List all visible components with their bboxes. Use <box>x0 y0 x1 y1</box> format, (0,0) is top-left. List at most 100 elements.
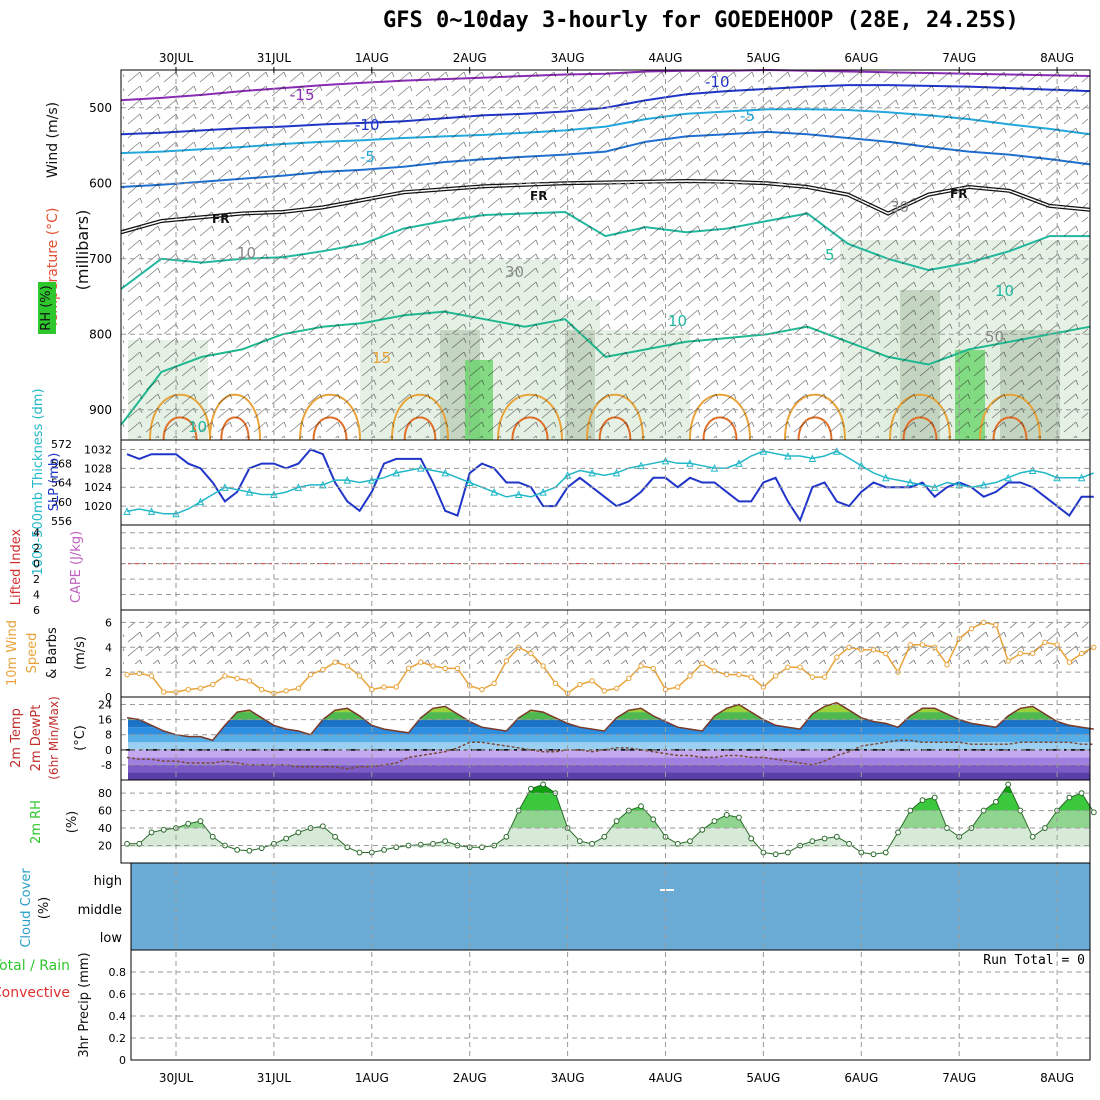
rh-point <box>589 840 595 847</box>
rh-point <box>295 829 302 836</box>
rh-point <box>356 849 363 856</box>
run-total-label: Run Total = 0 <box>983 953 1085 968</box>
contour-label: 30 <box>890 198 909 216</box>
temp-tick: 8 <box>105 729 112 742</box>
thickness-tick: 564 <box>51 477 72 490</box>
wind-speed-point <box>883 650 889 657</box>
thickness-tick: 572 <box>51 438 72 451</box>
convective-label: Convective <box>0 985 70 1001</box>
day-label-bottom: 31JUL <box>257 1071 292 1085</box>
total-rain-label: Total / Rain <box>0 958 70 974</box>
day-label-top: 31JUL <box>257 51 292 65</box>
thickness-line <box>126 450 1095 515</box>
cloud-level-label: low <box>100 931 123 946</box>
temp-band <box>128 702 1090 705</box>
temp-band <box>128 704 1090 713</box>
rh-point <box>381 846 387 853</box>
rh-point <box>124 840 130 847</box>
rh-point <box>993 798 999 805</box>
rh-band <box>128 784 1090 794</box>
precip-tick: 0.6 <box>109 988 127 1001</box>
rh-point <box>430 840 436 847</box>
wind-speed-point <box>1066 659 1073 665</box>
thickness-point <box>612 468 621 477</box>
thickness-point <box>539 488 547 496</box>
contour-label: 10 <box>995 282 1014 300</box>
temp-band <box>128 764 1090 773</box>
rh-legend-swatch <box>38 282 56 334</box>
contour-label: FR <box>530 189 547 203</box>
wind-speed-point <box>222 673 228 679</box>
cape-axis-label: CAPE (J/kg) <box>69 531 84 603</box>
li-tick: 2 <box>33 542 40 555</box>
thickness-point <box>123 507 131 515</box>
day-label-bottom: 6AUG <box>844 1071 878 1085</box>
contour-label: -5 <box>740 107 755 125</box>
day-label-bottom: 5AUG <box>746 1071 780 1085</box>
rh-tick: 80 <box>98 787 112 800</box>
rh-point <box>809 838 816 845</box>
rh-units-label: (%) <box>65 811 80 834</box>
wind-speed-axis-label: Speed <box>25 633 40 674</box>
contour-label: -10 <box>355 116 380 134</box>
thickness-point <box>147 507 156 515</box>
rh-point <box>650 816 657 823</box>
rh-point <box>711 818 718 824</box>
thickness-point <box>392 468 401 477</box>
rh-point <box>136 840 143 847</box>
temp-band <box>128 757 1090 765</box>
wind-speed-point <box>210 681 216 688</box>
wind-speed-point <box>491 680 497 687</box>
rh-tick: 40 <box>98 822 112 835</box>
thickness-axis-label: 1000-500mb Thickness (dm) <box>31 388 46 575</box>
thickness-point <box>808 454 817 462</box>
thickness-point <box>833 447 841 455</box>
wind-speed-point <box>307 671 314 678</box>
day-label-top: 1AUG <box>355 51 389 65</box>
rh-point <box>931 794 938 801</box>
precip-axis-label: 3hr Precip (mm) <box>77 952 92 1057</box>
wind-speed-point <box>870 647 877 653</box>
dewpt-axis-label: 2m DewPt <box>29 705 44 772</box>
rh-point <box>1090 809 1097 816</box>
rh-point <box>919 797 926 803</box>
wind-barbs <box>123 72 1088 438</box>
temp-axis-label: 2m Temp <box>9 708 24 768</box>
rh-tick: 20 <box>98 840 112 853</box>
wind-barbs-axis-label: & Barbs <box>45 627 60 679</box>
temp-tick: 16 <box>98 714 112 727</box>
contour-label: 50 <box>985 328 1004 346</box>
wind-units-label: (m/s) <box>73 636 88 670</box>
temp-units-label: (°C) <box>73 725 88 751</box>
wind-speed-point <box>736 671 742 678</box>
rh-point <box>723 812 730 818</box>
thickness-point <box>172 509 180 518</box>
wind-axis-label: Wind (m/s) <box>45 102 61 178</box>
day-label-top: 3AUG <box>551 51 585 65</box>
thickness-point <box>661 456 670 465</box>
rh-point <box>846 840 852 847</box>
rh-tick: 60 <box>98 805 112 818</box>
wind-speed-point <box>748 674 754 680</box>
pressure-axis-label: (millibars) <box>73 210 92 291</box>
wind-speed-point <box>993 622 999 628</box>
wind-speed-point <box>148 673 155 679</box>
contour-label: FR <box>950 187 967 201</box>
rh-point <box>784 849 791 856</box>
thickness-point <box>367 475 376 484</box>
rh-point <box>393 844 400 851</box>
contour-label: -5 <box>360 148 375 166</box>
wind-speed-point <box>601 688 608 694</box>
chart-title: GFS 0~10day 3-hourly for GOEDEHOOP (28E,… <box>383 8 1019 33</box>
slp-tick: 1020 <box>84 500 112 513</box>
contour-label: -15 <box>290 86 315 104</box>
rh2m-axis-label: 2m RH <box>29 800 44 844</box>
cloud-level-label: high <box>94 874 122 889</box>
day-label-top: 8AUG <box>1040 51 1074 65</box>
wind-speed-point <box>1042 639 1048 646</box>
wind-speed-point <box>1078 650 1085 657</box>
surface-wind-barbs <box>123 622 1088 664</box>
thickness-tick: 568 <box>51 457 72 470</box>
wind-speed-point <box>944 661 950 668</box>
rh-point <box>821 835 828 842</box>
